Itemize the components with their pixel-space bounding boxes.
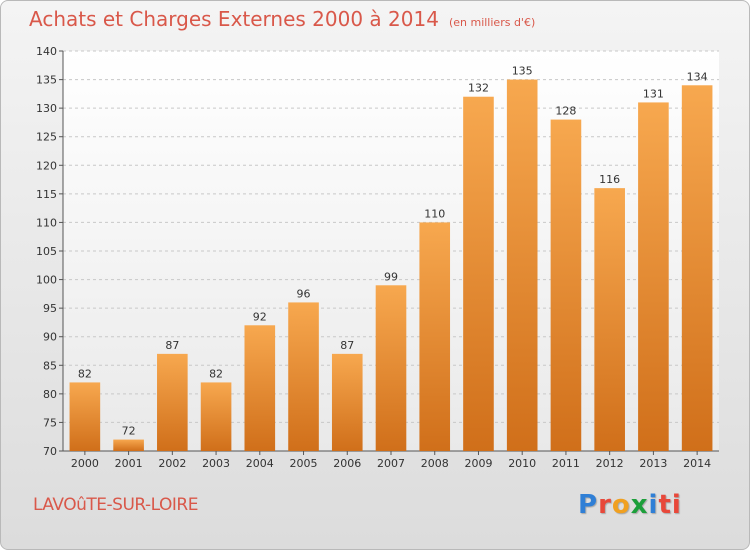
data-label-2008: 110: [424, 207, 445, 220]
y-tick-label: 80: [43, 388, 57, 401]
y-tick-label: 125: [36, 131, 57, 144]
y-tick-label: 120: [36, 159, 57, 172]
data-label-2012: 116: [599, 173, 620, 186]
chart-title: Achats et Charges Externes 2000 à 2014 (e…: [29, 7, 535, 31]
bar-2014: [681, 85, 713, 452]
bar-2011: [550, 119, 582, 452]
x-tick-label: 2012: [596, 457, 624, 470]
bar-2010: [506, 79, 538, 452]
bar-2013: [638, 102, 669, 451]
data-label-2005: 96: [297, 287, 311, 300]
bar-2006: [331, 353, 363, 451]
y-tick-label: 90: [43, 331, 57, 344]
data-label-2013: 131: [643, 87, 664, 100]
x-tick-label: 2007: [377, 457, 405, 470]
bar-2001: [113, 439, 144, 451]
y-tick-label: 135: [36, 74, 57, 87]
y-tick-label: 85: [43, 359, 57, 372]
y-tick-label: 115: [36, 188, 57, 201]
data-label-2007: 99: [384, 270, 398, 283]
x-tick-label: 2000: [71, 457, 99, 470]
proxiti-logo: Proxiti: [578, 490, 682, 520]
bar-2007: [375, 285, 407, 451]
bar-2005: [288, 302, 319, 451]
y-tick-label: 130: [36, 102, 57, 115]
x-tick-label: 2010: [508, 457, 536, 470]
x-tick-label: 2003: [202, 457, 230, 470]
data-label-2003: 82: [209, 367, 223, 380]
x-tick-label: 2013: [639, 457, 667, 470]
x-tick-label: 2005: [290, 457, 318, 470]
data-label-2000: 82: [78, 367, 92, 380]
y-tick-label: 110: [36, 216, 57, 229]
chart-unit: (en milliers d'€): [448, 16, 536, 29]
x-tick-label: 2008: [421, 457, 449, 470]
data-label-2014: 134: [687, 70, 708, 83]
chart-title-text: Achats et Charges Externes 2000 à 2014: [29, 7, 439, 31]
y-tick-label: 70: [43, 445, 57, 458]
y-tick-label: 100: [36, 274, 57, 287]
y-tick-label: 75: [43, 416, 57, 429]
bar-2000: [69, 382, 101, 451]
x-tick-label: 2014: [683, 457, 711, 470]
x-tick-label: 2002: [158, 457, 186, 470]
bar-2009: [463, 96, 494, 451]
x-tick-label: 2004: [246, 457, 274, 470]
y-tick-label: 140: [36, 45, 57, 58]
data-label-2006: 87: [340, 339, 354, 352]
x-tick-label: 2001: [115, 457, 143, 470]
data-label-2009: 132: [468, 82, 489, 95]
x-tick-label: 2006: [333, 457, 361, 470]
y-tick-label: 95: [43, 302, 57, 315]
bar-2002: [157, 353, 188, 451]
bar-2003: [200, 382, 232, 451]
y-tick-label: 105: [36, 245, 57, 258]
bar-2004: [244, 325, 276, 451]
bar-2008: [419, 222, 451, 451]
data-label-2010: 135: [512, 65, 533, 78]
place-name: LAVOûTE-SUR-LOIRE: [33, 495, 198, 515]
data-label-2002: 87: [165, 339, 179, 352]
data-label-2001: 72: [122, 425, 136, 438]
data-label-2004: 92: [253, 310, 267, 323]
bar-2012: [594, 188, 625, 451]
x-tick-label: 2009: [464, 457, 492, 470]
data-label-2011: 128: [555, 105, 576, 118]
x-tick-label: 2011: [552, 457, 580, 470]
